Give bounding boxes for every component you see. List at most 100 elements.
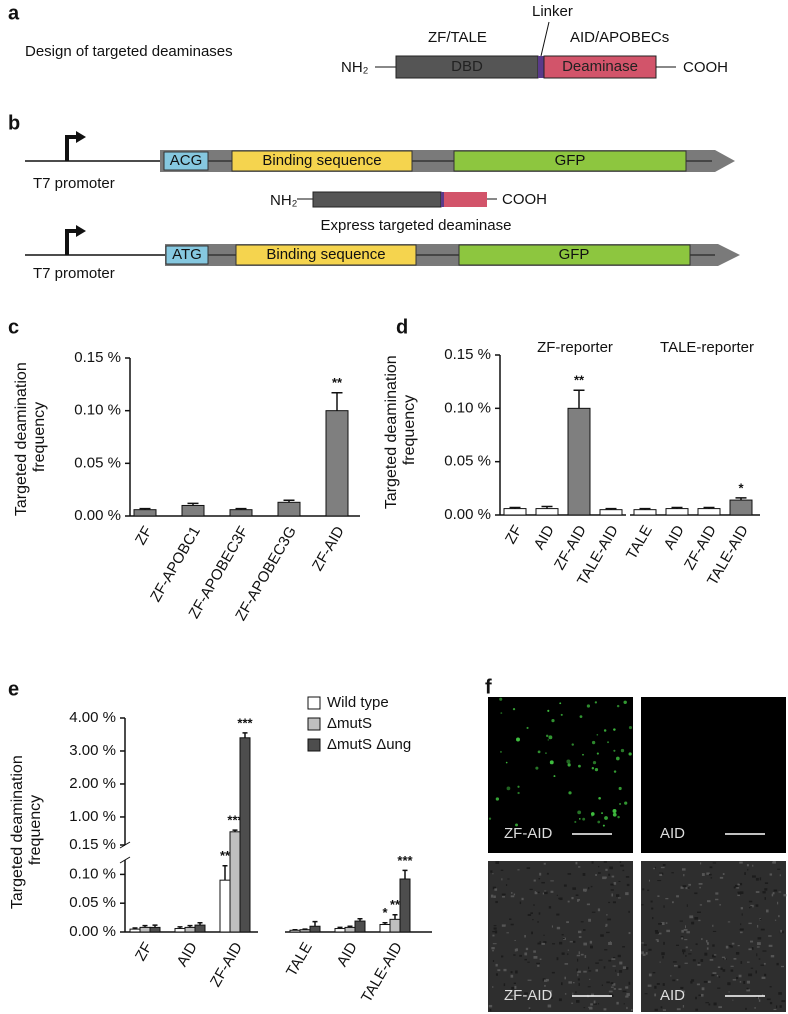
texture	[556, 957, 559, 961]
bar	[729, 499, 753, 516]
texture	[578, 983, 580, 986]
texture	[616, 1001, 619, 1005]
texture	[593, 1000, 596, 1004]
texture	[695, 943, 698, 946]
texture	[780, 965, 785, 968]
fluorescent-cell	[616, 704, 620, 708]
texture	[759, 918, 762, 921]
texture	[509, 918, 512, 920]
texture	[608, 901, 611, 904]
texture	[682, 885, 687, 888]
texture	[769, 1001, 773, 1005]
error-bar	[509, 506, 521, 509]
fluorescent-cell	[607, 741, 610, 744]
texture	[684, 962, 688, 964]
bar	[334, 928, 346, 933]
texture	[681, 929, 684, 933]
texture	[748, 922, 752, 925]
bar	[325, 410, 349, 517]
texture	[588, 918, 591, 922]
y-axis-label: Targeted deamination frequency	[383, 351, 418, 509]
texture	[738, 974, 742, 978]
texture	[517, 869, 520, 871]
fluorescent-cell	[547, 739, 550, 741]
texture	[712, 944, 715, 947]
texture	[739, 882, 743, 886]
texture	[617, 973, 619, 976]
legend-label: ΔmutS	[327, 715, 372, 732]
promoter-label: T7 promoter	[33, 265, 115, 282]
fluorescent-cell	[586, 704, 591, 708]
texture	[567, 949, 569, 951]
texture	[573, 940, 576, 943]
texture	[709, 866, 713, 869]
bar	[133, 509, 157, 517]
codon-label: ACG	[170, 152, 203, 169]
texture	[651, 907, 654, 910]
x-tick-label: ZF	[132, 523, 156, 547]
texture	[694, 892, 698, 895]
texture	[755, 970, 757, 974]
x-tick-label: AID	[174, 939, 201, 969]
texture	[611, 893, 613, 897]
bar	[599, 509, 623, 516]
x-tick-label: TALE	[623, 522, 656, 562]
texture	[680, 936, 684, 938]
texture	[778, 915, 780, 918]
texture	[577, 930, 582, 934]
texture	[493, 895, 496, 898]
fluorescent-cell	[592, 760, 597, 765]
texture	[654, 993, 657, 997]
micrograph-label: AID	[660, 825, 685, 842]
texture	[748, 973, 753, 977]
texture	[771, 893, 774, 897]
texture	[673, 964, 678, 967]
y-tick-label: 0.05 %	[69, 894, 116, 911]
fluorescent-cell	[577, 810, 582, 815]
significance: ***	[237, 715, 253, 730]
texture	[625, 967, 629, 970]
texture	[776, 962, 779, 966]
fluorescent-cell	[545, 734, 549, 738]
y-tick-label: 0.00 %	[69, 923, 116, 940]
texture	[551, 925, 554, 928]
texture	[569, 941, 573, 943]
fluorescent-cell	[578, 764, 581, 768]
promoter-arrow	[65, 135, 76, 161]
texture	[611, 983, 616, 986]
texture	[533, 956, 538, 959]
gfp-box	[453, 150, 687, 172]
n-term: NH₂	[270, 192, 298, 209]
linker-box	[441, 192, 444, 207]
texture	[707, 980, 711, 984]
texture	[746, 987, 749, 990]
texture	[605, 923, 608, 927]
texture	[740, 923, 742, 926]
texture	[713, 954, 717, 956]
fluorescent-cell	[526, 726, 529, 730]
texture	[527, 961, 530, 963]
n-term: NH₂	[341, 59, 369, 76]
fluorescent-cell	[612, 812, 617, 817]
texture	[648, 948, 652, 951]
y-tick-label: 4.00 %	[69, 709, 116, 726]
significance: **	[332, 375, 343, 390]
fluorescent-cell	[545, 752, 547, 755]
texture	[768, 944, 773, 947]
texture	[590, 945, 593, 949]
texture	[502, 896, 505, 898]
texture	[501, 878, 503, 881]
texture	[493, 927, 497, 930]
texture	[692, 959, 696, 962]
texture	[513, 982, 516, 984]
texture	[491, 947, 495, 950]
texture	[619, 961, 623, 965]
significance: **	[390, 897, 401, 912]
texture	[682, 949, 686, 953]
texture	[623, 1003, 625, 1005]
fluorescent-cell	[628, 726, 633, 730]
legend-swatch	[307, 738, 321, 752]
texture	[735, 884, 739, 888]
texture	[606, 981, 610, 984]
fluorescent-cell	[613, 749, 616, 752]
